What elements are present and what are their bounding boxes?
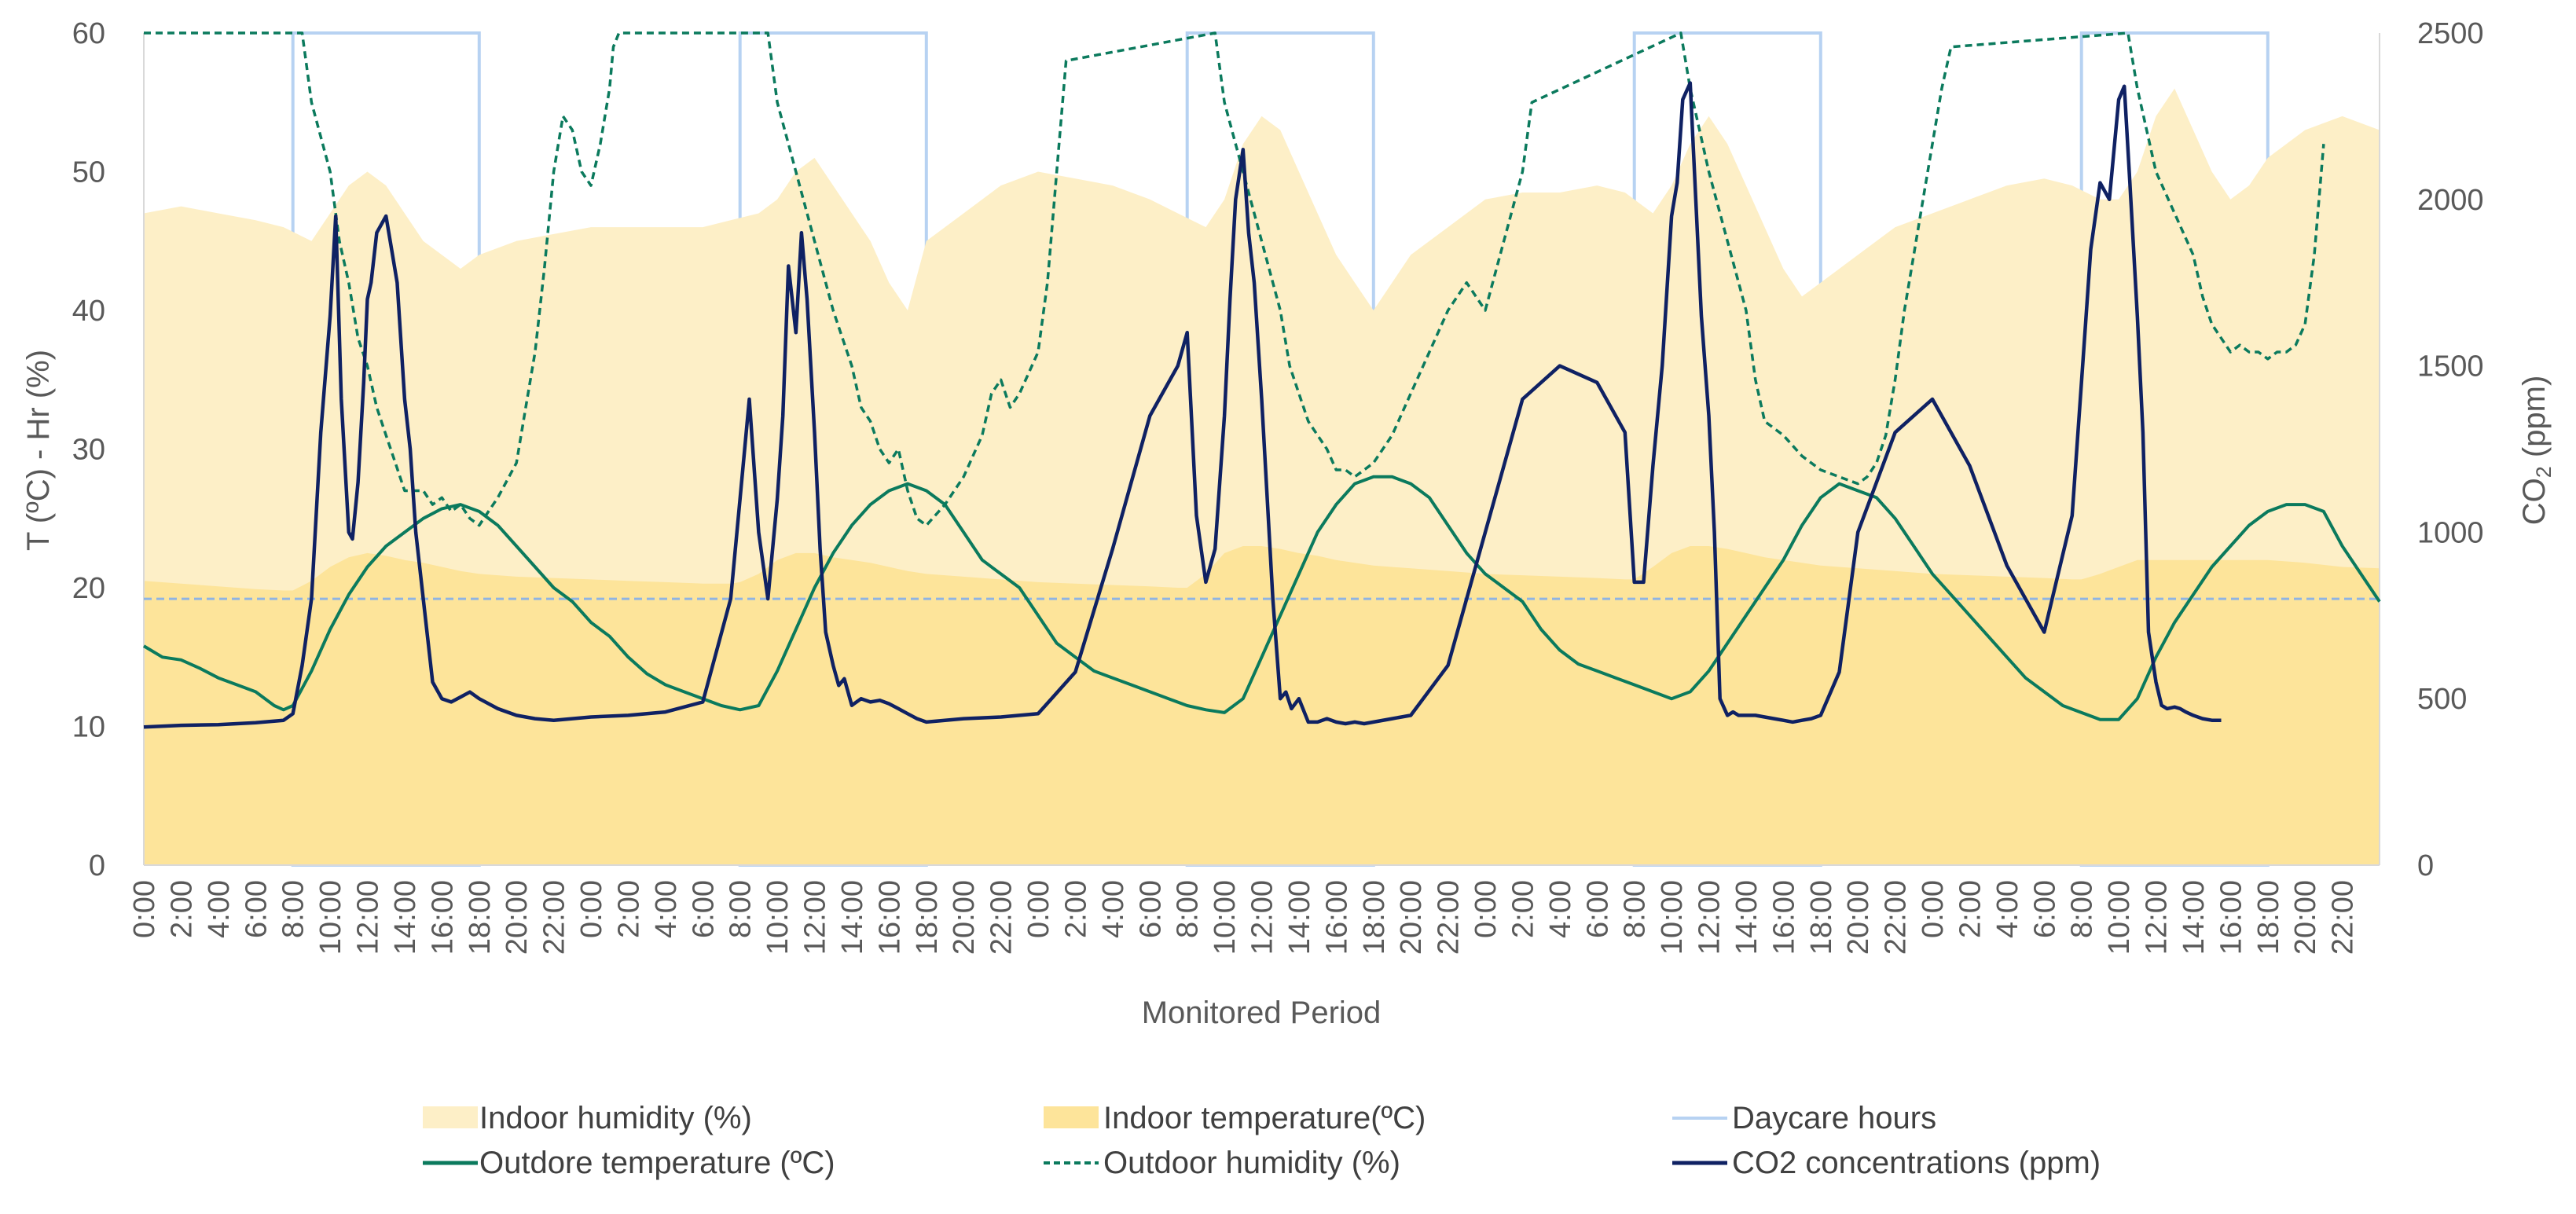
legend-label-outdoor-temperature: Outdore temperature (ºC) [479, 1146, 835, 1180]
x-tick-label: 0:00 [1917, 880, 1950, 938]
legend-swatch-indoor-temperature [1044, 1106, 1099, 1128]
y-tick-right-label: 2000 [2417, 184, 2484, 217]
x-tick-label: 12:00 [1246, 880, 1279, 955]
y-tick-left-label: 60 [72, 17, 105, 50]
y-tick-left-label: 10 [72, 711, 105, 744]
x-tick-label: 22:00 [985, 880, 1018, 955]
x-tick-label: 10:00 [761, 880, 794, 955]
y-tick-right-label: 500 [2417, 683, 2467, 716]
y-tick-left-label: 30 [72, 434, 105, 467]
indoor-temperature-area [144, 546, 2380, 865]
x-tick-label: 0:00 [1022, 880, 1055, 938]
x-tick-label: 22:00 [1433, 880, 1466, 955]
x-tick-label: 4:00 [203, 880, 236, 938]
x-tick-label: 20:00 [1395, 880, 1428, 955]
x-tick-label: 18:00 [911, 880, 944, 955]
x-tick-label: 8:00 [1619, 880, 1652, 938]
x-tick-label: 18:00 [464, 880, 497, 955]
y-tick-left-label: 50 [72, 156, 105, 189]
x-tick-label: 16:00 [1320, 880, 1353, 955]
x-tick-label: 18:00 [2252, 880, 2285, 955]
y-tick-right-label: 1500 [2417, 350, 2484, 383]
x-tick-label: 22:00 [538, 880, 571, 955]
x-tick-label: 10:00 [314, 880, 347, 955]
legend: Indoor humidity (%) Indoor temperature(º… [423, 1101, 2101, 1180]
legend-label-outdoor-humidity: Outdoor humidity (%) [1103, 1146, 1400, 1180]
x-tick-label: 4:00 [1544, 880, 1577, 938]
y-axis-right-title-sub: 2 [2532, 466, 2556, 478]
x-tick-label: 14:00 [2178, 880, 2211, 955]
legend-swatch-indoor-humidity [423, 1106, 478, 1128]
y-axis-right-title-part: (ppm) [2517, 376, 2552, 467]
x-tick-label: 0:00 [128, 880, 161, 938]
x-tick-label: 4:00 [650, 880, 683, 938]
x-tick-label: 6:00 [687, 880, 720, 938]
y-tick-left-label: 0 [89, 849, 105, 882]
x-tick-label: 14:00 [1730, 880, 1763, 955]
x-tick-label: 4:00 [1991, 880, 2024, 938]
co2-line [143, 81, 2222, 729]
x-tick-label: 0:00 [575, 880, 608, 938]
x-tick-label: 2:00 [1506, 880, 1539, 938]
x-tick-label: 16:00 [426, 880, 459, 955]
x-tick-label: 14:00 [1283, 880, 1316, 955]
outdoor-temperature-line [142, 475, 2381, 721]
x-tick-label: 22:00 [2327, 880, 2360, 955]
legend-label-co2: CO2 concentrations (ppm) [1732, 1146, 2101, 1180]
y-axis-left-title: T (ºC) - Hr (%) [21, 350, 56, 551]
x-tick-label: 8:00 [1172, 880, 1205, 938]
legend-label-daycare-hours: Daycare hours [1732, 1101, 1936, 1135]
y-tick-left-label: 20 [72, 572, 105, 605]
x-tick-label: 12:00 [2141, 880, 2174, 955]
x-tick-label: 2:00 [612, 880, 645, 938]
y-tick-right-label: 2500 [2417, 17, 2484, 50]
x-tick-label: 6:00 [1134, 880, 1167, 938]
x-tick-label: 20:00 [501, 880, 534, 955]
x-tick-label: 20:00 [2289, 880, 2322, 955]
x-axis-title: Monitored Period [1142, 996, 1382, 1030]
y-tick-left-label: 40 [72, 295, 105, 328]
x-tick-label: 10:00 [1656, 880, 1689, 955]
x-tick-label: 16:00 [1767, 880, 1800, 955]
x-tick-label: 10:00 [1209, 880, 1242, 955]
x-tick-label: 0:00 [1470, 880, 1503, 938]
x-tick-label: 18:00 [1358, 880, 1391, 955]
x-tick-label: 2:00 [165, 880, 198, 938]
x-tick-label: 2:00 [1059, 880, 1092, 938]
legend-label-indoor-temperature: Indoor temperature(ºC) [1103, 1101, 1426, 1135]
x-tick-label: 16:00 [2215, 880, 2248, 955]
x-tick-label: 12:00 [1693, 880, 1727, 955]
x-tick-label: 10:00 [2103, 880, 2136, 955]
x-tick-label: 2:00 [1954, 880, 1987, 938]
y-tick-right-label: 1000 [2417, 516, 2484, 549]
x-tick-label: 14:00 [389, 880, 422, 955]
x-tick-label: 18:00 [1805, 880, 1838, 955]
y-axis-right-title: CO2 (ppm) [2517, 376, 2556, 526]
y-tick-right-label: 0 [2417, 849, 2434, 882]
x-tick-label: 12:00 [352, 880, 385, 955]
x-tick-label: 16:00 [873, 880, 906, 955]
x-tick-label: 4:00 [1097, 880, 1130, 938]
y-axis-right-title-text: CO2 (ppm) [2517, 376, 2556, 526]
x-tick-label: 8:00 [2066, 880, 2099, 938]
x-tick-label: 6:00 [1581, 880, 1614, 938]
y-axis-right-title-part: CO [2517, 478, 2552, 525]
x-tick-label: 8:00 [277, 880, 310, 938]
legend-label-indoor-humidity: Indoor humidity (%) [479, 1101, 752, 1135]
x-tick-label: 14:00 [836, 880, 869, 955]
x-tick-label: 12:00 [799, 880, 832, 955]
x-tick-label: 20:00 [948, 880, 981, 955]
x-tick-label: 22:00 [1880, 880, 1913, 955]
x-tick-label: 20:00 [1842, 880, 1875, 955]
x-tick-label: 6:00 [2028, 880, 2061, 938]
x-tick-label: 8:00 [725, 880, 758, 938]
x-tick-label: 6:00 [240, 880, 273, 938]
